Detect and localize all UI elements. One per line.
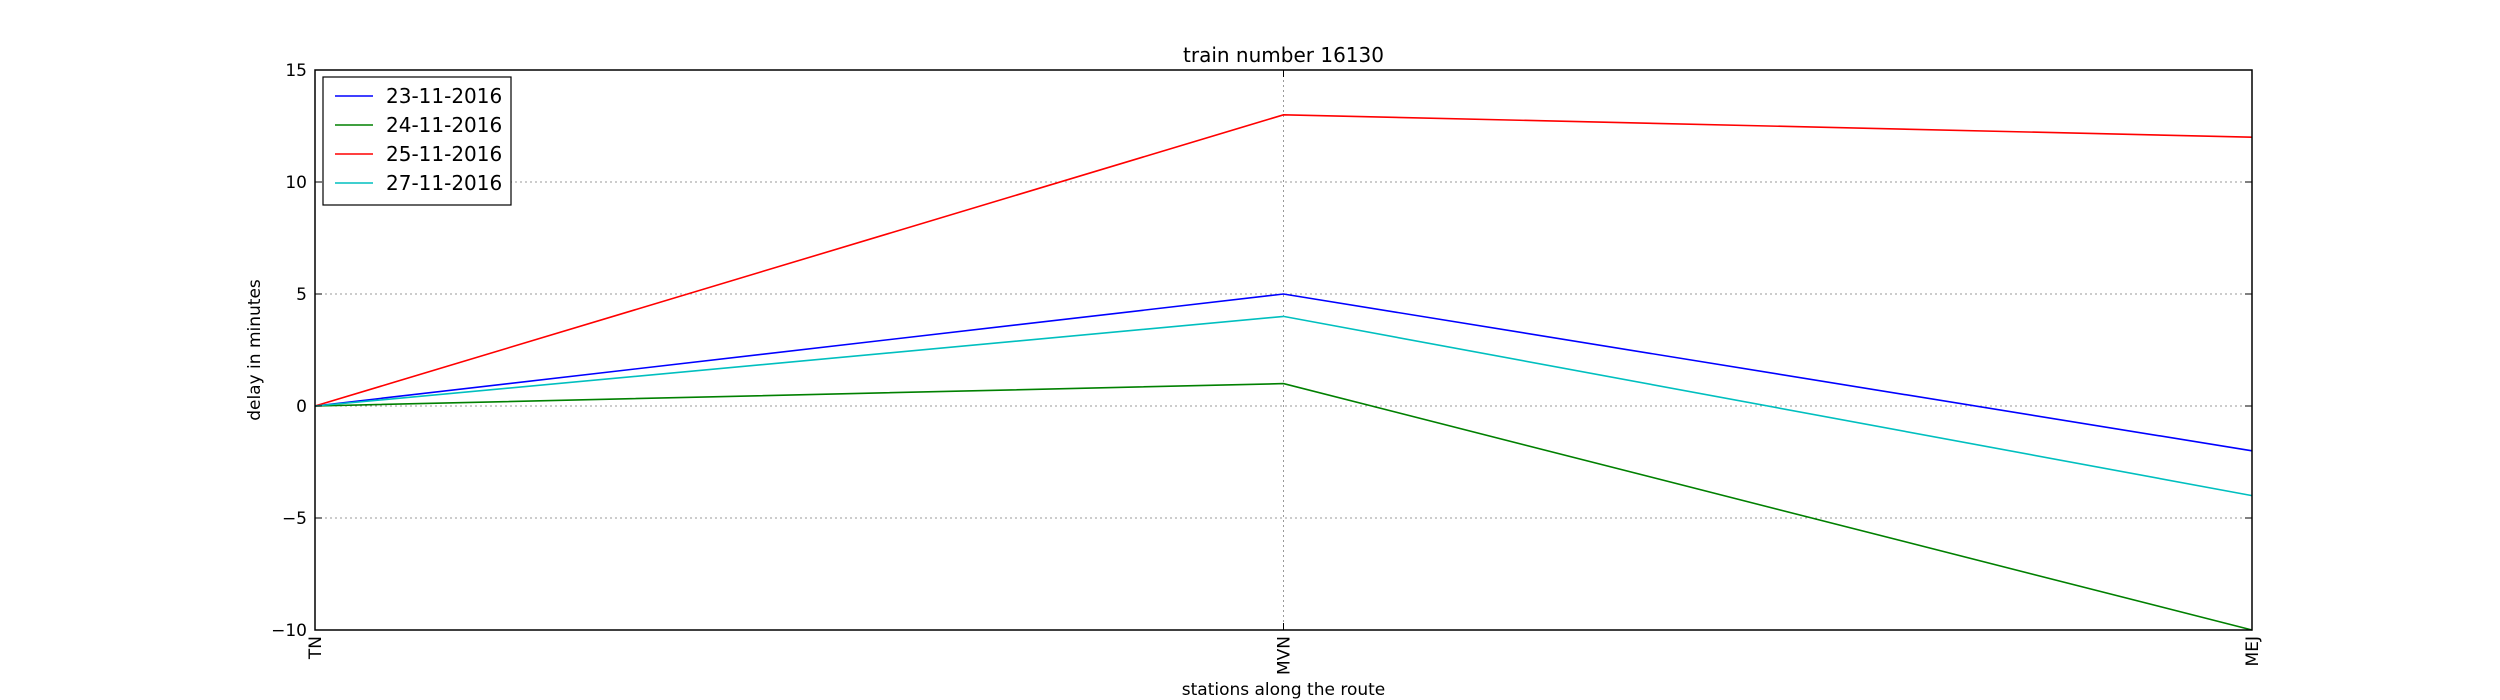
- series-line: [314, 315, 2253, 497]
- y-axis-label: delay in minutes: [245, 279, 265, 421]
- chart-title: train number 16130: [1183, 43, 1384, 67]
- legend-label: 27-11-2016: [386, 171, 502, 195]
- grid-lines: [314, 69, 2253, 631]
- legend: 23-11-2016 24-11-2016 25-11-2016 27-11-2016: [322, 76, 512, 206]
- legend-label: 23-11-2016: [386, 84, 502, 108]
- y-tick-label: 0: [296, 397, 307, 417]
- legend-label: 25-11-2016: [386, 142, 502, 166]
- series-line: [314, 113, 2253, 407]
- x-axis-ticks: TN MVN MEJ: [306, 70, 2263, 675]
- series-line: [314, 382, 2253, 631]
- legend-label: 24-11-2016: [386, 113, 502, 137]
- y-tick-label: 10: [285, 173, 307, 193]
- x-tick-label: MVN: [1275, 636, 1295, 675]
- y-axis-ticks: −10 −5 0 5 10 15: [271, 61, 2252, 641]
- series-lines: [314, 113, 2253, 631]
- y-tick-label: 5: [296, 285, 307, 305]
- y-tick-label: −10: [271, 621, 307, 641]
- x-tick-label: MEJ: [2243, 636, 2263, 666]
- y-tick-label: −5: [282, 509, 307, 529]
- series-line: [314, 293, 2253, 452]
- x-axis-label: stations along the route: [1182, 680, 1386, 700]
- x-tick-label: TN: [306, 636, 326, 660]
- y-tick-label: 15: [285, 61, 307, 81]
